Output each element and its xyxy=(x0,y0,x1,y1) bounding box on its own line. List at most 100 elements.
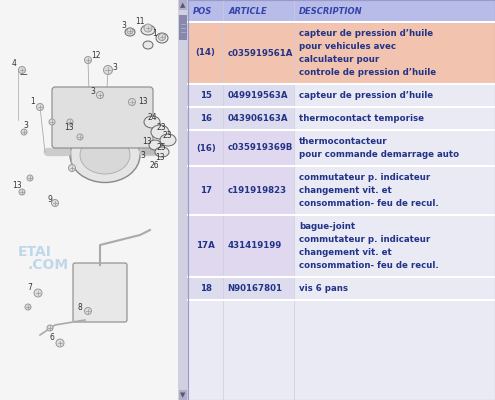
Text: 16: 16 xyxy=(199,114,212,123)
Bar xyxy=(188,22,223,84)
Bar xyxy=(188,277,223,300)
FancyBboxPatch shape xyxy=(52,87,153,148)
Ellipse shape xyxy=(156,33,168,43)
Bar xyxy=(294,277,495,300)
Text: bague-joint: bague-joint xyxy=(299,222,355,231)
Bar xyxy=(188,300,495,400)
Bar xyxy=(294,22,495,84)
Bar xyxy=(188,84,223,107)
Text: —: — xyxy=(19,70,27,80)
Text: c035919561A: c035919561A xyxy=(227,48,293,58)
FancyBboxPatch shape xyxy=(73,263,127,322)
Text: calculateur pour: calculateur pour xyxy=(299,55,379,64)
Bar xyxy=(223,22,294,84)
Text: 13: 13 xyxy=(64,124,74,132)
Text: capteur de pression d’huile: capteur de pression d’huile xyxy=(299,29,433,38)
Text: consommation- feu de recul.: consommation- feu de recul. xyxy=(299,261,439,270)
Bar xyxy=(188,0,495,22)
Ellipse shape xyxy=(149,140,161,150)
Text: N90167801: N90167801 xyxy=(227,284,282,293)
Text: thermocontact temporise: thermocontact temporise xyxy=(299,114,424,123)
Text: ETAI: ETAI xyxy=(18,245,52,259)
Text: capteur de pression d’huile: capteur de pression d’huile xyxy=(299,91,433,100)
Text: 17: 17 xyxy=(199,186,212,195)
Ellipse shape xyxy=(141,25,155,35)
Bar xyxy=(188,0,495,400)
Text: 4: 4 xyxy=(11,60,16,68)
Ellipse shape xyxy=(143,41,153,49)
Text: (16): (16) xyxy=(196,144,215,152)
Bar xyxy=(188,166,223,215)
Circle shape xyxy=(49,119,55,125)
Text: 12: 12 xyxy=(91,50,101,60)
Ellipse shape xyxy=(160,134,176,146)
Bar xyxy=(223,130,294,166)
Text: c191919823: c191919823 xyxy=(227,186,287,195)
Circle shape xyxy=(103,66,112,74)
Bar xyxy=(223,277,294,300)
Circle shape xyxy=(18,66,26,74)
Circle shape xyxy=(144,24,152,32)
Bar xyxy=(0,0,178,400)
Circle shape xyxy=(129,98,136,106)
Bar xyxy=(179,15,187,40)
Text: 7: 7 xyxy=(28,284,33,292)
Ellipse shape xyxy=(125,28,135,36)
Text: pour vehicules avec: pour vehicules avec xyxy=(299,42,396,51)
Circle shape xyxy=(85,56,92,64)
Text: 13: 13 xyxy=(138,98,148,106)
Text: 1: 1 xyxy=(31,98,35,106)
Circle shape xyxy=(19,189,25,195)
Text: thermocontacteur: thermocontacteur xyxy=(299,137,388,146)
Text: 3: 3 xyxy=(24,120,28,130)
Text: 3: 3 xyxy=(91,88,96,96)
Bar xyxy=(188,215,223,277)
Bar xyxy=(178,0,188,400)
Text: ▼: ▼ xyxy=(180,392,186,398)
Text: 13: 13 xyxy=(12,180,22,190)
Circle shape xyxy=(56,339,64,347)
Circle shape xyxy=(67,119,73,125)
Circle shape xyxy=(27,175,33,181)
Text: 26: 26 xyxy=(149,160,159,170)
Text: commutateur p. indicateur: commutateur p. indicateur xyxy=(299,173,430,182)
Bar xyxy=(188,0,495,22)
Text: commutateur p. indicateur: commutateur p. indicateur xyxy=(299,235,430,244)
Text: (14): (14) xyxy=(196,48,216,58)
Circle shape xyxy=(34,289,42,297)
Bar xyxy=(294,84,495,107)
Ellipse shape xyxy=(70,128,140,182)
Circle shape xyxy=(68,164,76,172)
Ellipse shape xyxy=(144,116,160,128)
Text: 6: 6 xyxy=(50,334,54,342)
Bar xyxy=(294,130,495,166)
Text: 23: 23 xyxy=(162,132,172,140)
Circle shape xyxy=(37,104,44,110)
Text: 9: 9 xyxy=(48,196,52,204)
Circle shape xyxy=(25,304,31,310)
Text: consommation- feu de recul.: consommation- feu de recul. xyxy=(299,199,439,208)
Bar xyxy=(179,0,187,10)
Circle shape xyxy=(51,200,58,206)
Ellipse shape xyxy=(155,147,169,157)
Text: 3: 3 xyxy=(112,62,117,72)
Text: 043906163A: 043906163A xyxy=(227,114,288,123)
Bar xyxy=(223,84,294,107)
Circle shape xyxy=(85,308,92,314)
Ellipse shape xyxy=(151,125,169,139)
Text: POS: POS xyxy=(193,6,212,16)
Bar xyxy=(179,390,187,400)
Circle shape xyxy=(47,325,53,331)
Circle shape xyxy=(97,92,103,98)
Text: 3: 3 xyxy=(122,22,126,30)
Text: 8: 8 xyxy=(78,302,82,312)
Text: DESCRIPTION: DESCRIPTION xyxy=(299,6,362,16)
Text: 23: 23 xyxy=(156,124,166,132)
Text: changement vit. et: changement vit. et xyxy=(299,186,392,195)
Text: c035919369B: c035919369B xyxy=(227,144,293,152)
FancyArrowPatch shape xyxy=(86,108,94,126)
Text: 24: 24 xyxy=(147,112,157,122)
Text: 17A: 17A xyxy=(197,242,215,250)
Bar xyxy=(188,130,223,166)
Text: pour commande demarrage auto: pour commande demarrage auto xyxy=(299,150,459,159)
